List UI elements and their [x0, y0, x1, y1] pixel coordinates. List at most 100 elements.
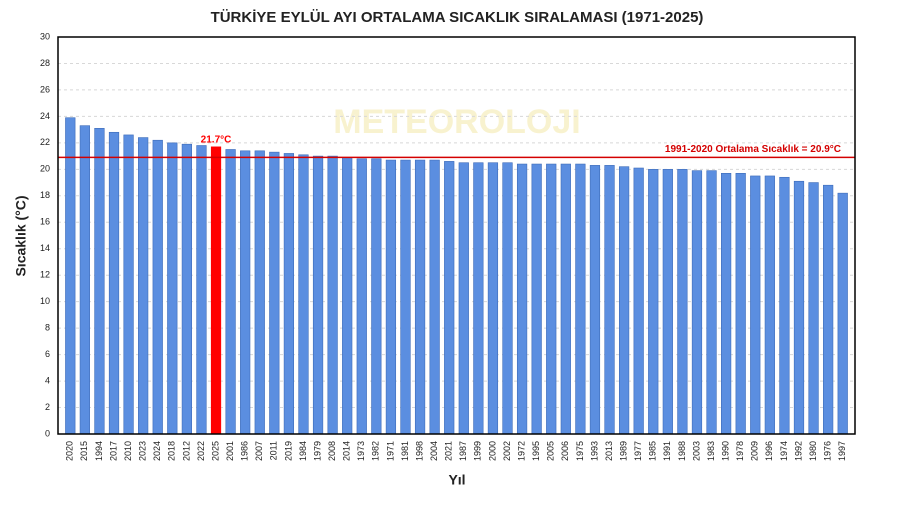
bar [618, 166, 630, 435]
x-tick-label: 1977 [633, 441, 643, 461]
bar [400, 159, 411, 435]
bar [94, 128, 105, 435]
bar [298, 154, 309, 435]
x-tick-label: 2009 [750, 441, 760, 461]
y-tick-label: 24 [40, 111, 50, 121]
y-axis-title: Sıcaklık (°C) [13, 195, 29, 276]
bar [735, 173, 746, 435]
bar [837, 192, 848, 435]
x-tick-label: 1994 [94, 441, 104, 461]
bar [342, 157, 353, 435]
bar [429, 159, 440, 435]
chart-title: TÜRKİYE EYLÜL AYI ORTALAMA SICAKLIK SIRA… [211, 9, 704, 26]
x-tick-label: 1990 [720, 441, 730, 461]
x-tick-label: 2011 [269, 441, 279, 460]
bar [458, 162, 469, 435]
bar [648, 169, 659, 435]
x-tick-label: 2002 [502, 441, 512, 461]
x-tick-label: 2001 [225, 441, 235, 461]
x-tick-label: 1989 [618, 441, 628, 461]
x-tick-label: 2005 [546, 441, 556, 461]
bar [487, 162, 499, 435]
bar [589, 165, 601, 435]
bar [79, 125, 90, 435]
x-tick-label: 1993 [589, 441, 599, 461]
bar [414, 159, 426, 435]
x-tick-label: 1975 [575, 441, 585, 461]
plot-frame [57, 36, 856, 435]
x-tick-label: 2019 [283, 441, 293, 461]
bar [750, 175, 761, 435]
bar [691, 170, 703, 435]
x-tick-label: 2014 [342, 441, 352, 461]
reference-label: 1991-2020 Ortalama Sıcaklık = 20.9°C [665, 144, 841, 155]
bar [546, 163, 557, 435]
x-tick-label: 1996 [764, 441, 774, 461]
bar [123, 134, 134, 435]
bar [677, 169, 688, 435]
bar [385, 159, 397, 435]
bar [210, 146, 222, 435]
y-tick-label: 16 [40, 217, 50, 227]
y-tick-label: 30 [40, 31, 50, 41]
x-tick-label: 1986 [240, 441, 250, 461]
bar [662, 169, 673, 435]
y-tick-label: 20 [40, 164, 50, 174]
x-tick-label: 1980 [808, 441, 818, 461]
bar [502, 162, 513, 435]
x-tick-label: 2024 [152, 441, 162, 461]
bar [327, 155, 338, 435]
x-tick-label: 1973 [356, 441, 366, 461]
x-tick-label: 1979 [312, 441, 322, 461]
bar [312, 155, 324, 435]
x-tick-label: 2015 [79, 441, 89, 461]
x-tick-label: 1972 [516, 441, 526, 461]
bar [196, 145, 207, 435]
bar [764, 175, 775, 435]
bar [167, 142, 178, 435]
x-tick-label: 1982 [371, 441, 381, 461]
x-tick-label: 2000 [487, 441, 497, 461]
y-tick-label: 0 [45, 428, 50, 438]
bar [531, 163, 542, 435]
bar [356, 158, 367, 435]
y-tick-label: 18 [40, 190, 50, 200]
x-tick-label: 1983 [706, 441, 716, 461]
x-tick-label: 2021 [444, 441, 454, 461]
x-tick-label: 2013 [604, 441, 614, 461]
bar [152, 139, 163, 435]
y-tick-label: 2 [45, 402, 50, 412]
x-tick-label: 2010 [123, 441, 133, 461]
bar [793, 180, 805, 435]
y-tick-label: 4 [45, 375, 50, 385]
y-tick-label: 28 [40, 58, 50, 68]
y-tick-label: 8 [45, 323, 50, 333]
bar [269, 151, 280, 435]
x-tick-label: 2012 [181, 441, 191, 461]
bar [633, 167, 644, 435]
x-tick-label: 2017 [108, 441, 118, 461]
bar [823, 184, 834, 435]
bar [181, 143, 192, 435]
y-tick-label: 10 [40, 296, 50, 306]
value-label: 21.7°C [201, 134, 232, 145]
x-tick-label: 1985 [648, 441, 658, 461]
x-tick-label: 1991 [662, 441, 672, 461]
bar [371, 158, 382, 435]
x-tick-label: 1987 [458, 441, 468, 461]
x-tick-label: 2008 [327, 441, 337, 461]
x-tick-label: 1978 [735, 441, 745, 461]
x-tick-label: 2020 [65, 441, 75, 461]
bar [108, 131, 120, 435]
bar [65, 117, 76, 435]
x-tick-label: 1992 [793, 441, 803, 461]
y-tick-label: 12 [40, 270, 50, 280]
bar [706, 170, 717, 435]
x-tick-label: 1998 [414, 441, 424, 461]
x-tick-label: 1995 [531, 441, 541, 461]
x-tick-label: 1997 [837, 441, 847, 461]
y-tick-label: 14 [40, 243, 50, 253]
x-tick-label: 2004 [429, 441, 439, 461]
bar [779, 176, 790, 435]
